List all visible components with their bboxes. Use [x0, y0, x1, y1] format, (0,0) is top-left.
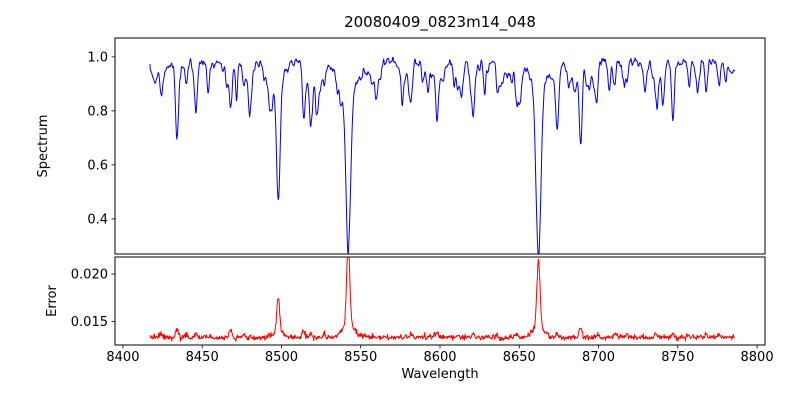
chart-title: 20080409_0823m14_048: [344, 13, 536, 32]
spectrum-y-tick-label: 0.4: [87, 212, 108, 227]
ticks-layer: 8400 8450 8500 8550 8600 8650 8700 8750 8800 0.4 0…: [71, 50, 774, 365]
plot-data-layer: [149, 56, 736, 342]
spectrum-panel-border: [114, 37, 766, 255]
x-tick-label: 8750: [661, 350, 694, 365]
x-tick-label: 8450: [186, 350, 219, 365]
x-tick-label: 8650: [503, 350, 536, 365]
error-line: [149, 257, 736, 342]
x-tick-label: 8400: [106, 350, 139, 365]
spectrum-y-tick-label: 1.0: [87, 50, 108, 65]
x-tick-label: 8550: [344, 350, 377, 365]
error-y-tick-label: 0.020: [71, 268, 108, 283]
spectrum-y-tick-label: 0.8: [87, 104, 108, 119]
error-y-axis-label: Error: [45, 285, 60, 317]
x-tick-label: 8800: [741, 350, 774, 365]
error-panel-border: [114, 256, 766, 346]
spectrum-y-axis-label: Spectrum: [36, 115, 51, 178]
spectrum-line: [149, 56, 736, 254]
x-tick-label: 8700: [582, 350, 615, 365]
error-y-tick-label: 0.015: [71, 315, 108, 330]
x-tick-label: 8500: [265, 350, 298, 365]
x-tick-label: 8600: [423, 350, 456, 365]
spectrum-y-tick-label: 0.6: [87, 158, 108, 173]
x-axis-label: Wavelength: [401, 367, 478, 382]
